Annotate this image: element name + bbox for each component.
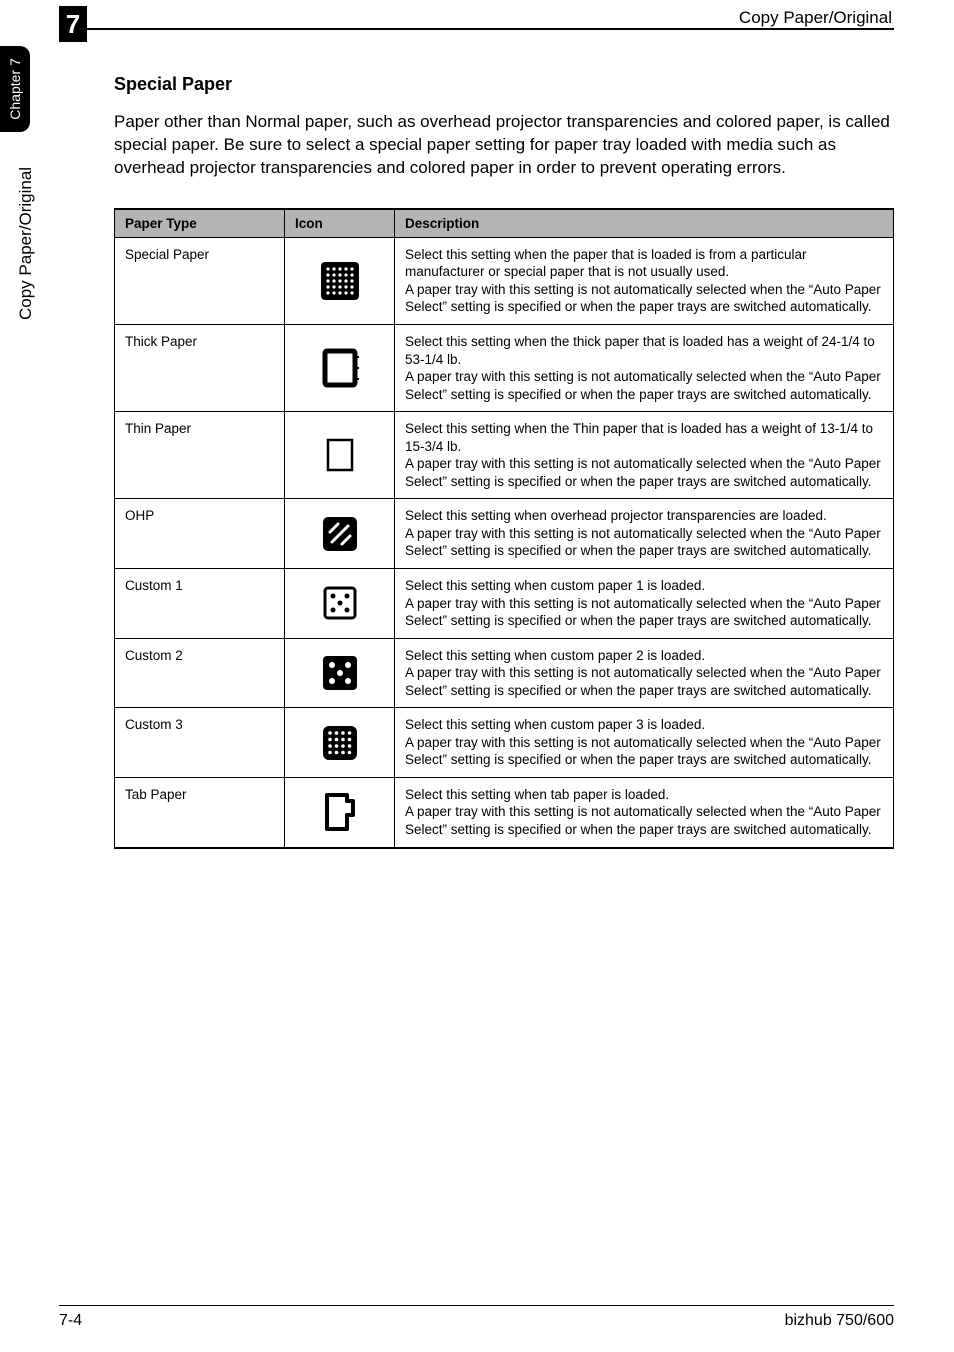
paper-type-cell: OHP [115, 499, 285, 569]
paper-type-table: Paper Type Icon Description Special Pape… [114, 208, 894, 849]
description-cell: Select this setting when the thick paper… [395, 325, 894, 412]
description-cell: Select this setting when custom paper 2 … [395, 638, 894, 708]
footer: 7-4 bizhub 750/600 [59, 1305, 894, 1330]
table-row: Custom 3 Select this setting when custom… [115, 708, 894, 778]
paper-type-cell: Custom 3 [115, 708, 285, 778]
description-cell: Select this setting when the Thin paper … [395, 412, 894, 499]
paper-type-cell: Tab Paper [115, 777, 285, 847]
footer-page-number: 7-4 [59, 1312, 82, 1330]
table-row: OHP Select this setting when overhead pr… [115, 499, 894, 569]
col-header-type: Paper Type [115, 209, 285, 238]
paper-type-cell: Thin Paper [115, 412, 285, 499]
table-row: Tab Paper Select this setting when tab p… [115, 777, 894, 847]
table-row: Thin Paper Select this setting when the … [115, 412, 894, 499]
table-row: Special Paper Select this setting when t… [115, 237, 894, 324]
side-vertical-label: Copy Paper/Original [16, 167, 36, 320]
thick-icon [285, 325, 395, 412]
description-cell: Select this setting when tab paper is lo… [395, 777, 894, 847]
footer-model: bizhub 750/600 [785, 1312, 894, 1330]
custom2-icon [285, 638, 395, 708]
description-cell: Select this setting when overhead projec… [395, 499, 894, 569]
col-header-desc: Description [395, 209, 894, 238]
chapter-number-badge: 7 [59, 6, 87, 42]
side-tab: Chapter 7 [0, 46, 30, 132]
description-cell: Select this setting when custom paper 3 … [395, 708, 894, 778]
paper-type-cell: Custom 1 [115, 569, 285, 639]
section-intro: Paper other than Normal paper, such as o… [114, 111, 894, 180]
custom1-icon [285, 569, 395, 639]
paper-type-cell: Special Paper [115, 237, 285, 324]
description-cell: Select this setting when the paper that … [395, 237, 894, 324]
header-rule [87, 28, 894, 30]
ohp-icon [285, 499, 395, 569]
description-cell: Select this setting when custom paper 1 … [395, 569, 894, 639]
paper-type-cell: Thick Paper [115, 325, 285, 412]
running-head: Copy Paper/Original [739, 8, 892, 28]
special-icon [285, 237, 395, 324]
side-tab-label: Chapter 7 [7, 58, 23, 119]
tab-icon [285, 777, 395, 847]
table-row: Thick Paper Select this setting when the… [115, 325, 894, 412]
table-row: Custom 2 Select this setting when custom… [115, 638, 894, 708]
table-row: Custom 1 Select this setting when custom… [115, 569, 894, 639]
col-header-icon: Icon [285, 209, 395, 238]
section-title: Special Paper [114, 74, 894, 95]
custom3-icon [285, 708, 395, 778]
paper-type-cell: Custom 2 [115, 638, 285, 708]
thin-icon [285, 412, 395, 499]
content-area: Special Paper Paper other than Normal pa… [114, 74, 894, 849]
